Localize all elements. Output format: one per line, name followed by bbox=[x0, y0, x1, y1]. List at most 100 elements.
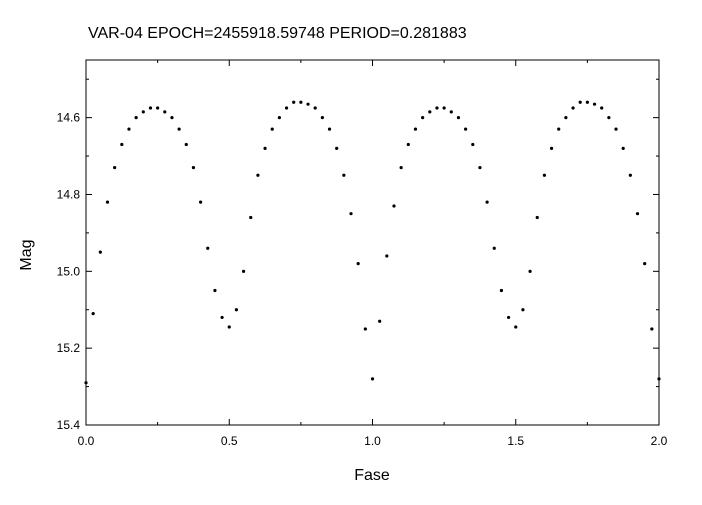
data-point bbox=[170, 116, 174, 120]
data-point bbox=[191, 165, 196, 170]
data-point bbox=[277, 116, 281, 120]
data-point bbox=[234, 308, 239, 312]
data-point bbox=[141, 110, 145, 114]
data-point bbox=[220, 315, 224, 320]
data-point bbox=[592, 102, 597, 106]
data-point bbox=[213, 288, 217, 293]
data-point bbox=[456, 116, 461, 120]
data-point bbox=[270, 127, 274, 131]
data-point bbox=[163, 110, 167, 114]
x-axis-label: Fase bbox=[354, 467, 390, 484]
x-tick-label: 2.0 bbox=[651, 434, 668, 448]
y-axis-ticks: 14.6 14.8 15.0 15.2 15.4 bbox=[57, 78, 659, 432]
data-point bbox=[378, 319, 382, 323]
data-point bbox=[564, 116, 568, 120]
chart-title: VAR-04 EPOCH=2455918.59748 PERIOD=0.2818… bbox=[88, 25, 467, 42]
data-point bbox=[134, 116, 138, 120]
data-point bbox=[442, 106, 446, 110]
data-point bbox=[98, 250, 102, 254]
y-tick-label: 14.8 bbox=[57, 187, 81, 201]
y-tick-label: 14.6 bbox=[57, 111, 81, 125]
data-point bbox=[492, 246, 496, 250]
data-point bbox=[199, 200, 203, 204]
x-tick-label: 0.5 bbox=[221, 434, 238, 448]
data-point bbox=[327, 127, 332, 131]
data-point bbox=[363, 327, 367, 331]
data-point bbox=[249, 215, 253, 220]
data-point bbox=[206, 246, 210, 250]
x-tick-label: 0.0 bbox=[78, 434, 95, 448]
data-point bbox=[91, 311, 95, 316]
data-point bbox=[485, 200, 489, 204]
data-point bbox=[435, 106, 439, 110]
data-point bbox=[571, 106, 575, 110]
data-point bbox=[335, 146, 339, 150]
x-tick-label: 1.0 bbox=[364, 434, 381, 448]
data-point bbox=[657, 377, 661, 381]
data-point bbox=[514, 325, 518, 329]
data-point bbox=[549, 146, 554, 150]
data-point bbox=[421, 116, 425, 120]
data-point bbox=[428, 110, 432, 114]
data-point bbox=[521, 308, 525, 312]
data-point bbox=[542, 173, 547, 177]
data-point bbox=[499, 288, 504, 293]
data-point bbox=[241, 269, 246, 273]
data-point bbox=[614, 127, 618, 131]
data-point bbox=[370, 377, 375, 381]
data-point bbox=[528, 269, 532, 273]
data-point bbox=[256, 173, 260, 177]
data-point bbox=[506, 315, 511, 320]
data-point bbox=[263, 146, 267, 150]
plot-area bbox=[85, 59, 660, 426]
y-tick-label: 15.0 bbox=[57, 264, 81, 278]
data-point bbox=[313, 106, 317, 110]
data-point bbox=[600, 106, 604, 110]
data-point bbox=[227, 325, 231, 329]
y-axis-label: Mag bbox=[18, 239, 35, 270]
data-point bbox=[320, 116, 324, 120]
data-point bbox=[478, 165, 482, 170]
y-tick-label: 15.2 bbox=[57, 341, 81, 355]
data-point bbox=[385, 254, 389, 258]
data-point bbox=[306, 102, 310, 106]
data-points bbox=[84, 100, 661, 385]
data-point bbox=[535, 215, 539, 220]
data-point bbox=[406, 142, 410, 147]
data-point bbox=[177, 127, 181, 131]
data-point bbox=[184, 142, 188, 147]
data-point bbox=[292, 100, 296, 104]
data-point bbox=[113, 165, 117, 170]
data-point bbox=[105, 200, 110, 204]
data-point bbox=[342, 173, 346, 177]
data-point bbox=[557, 127, 561, 131]
data-point bbox=[127, 127, 131, 131]
x-tick-label: 1.5 bbox=[507, 434, 524, 448]
data-point bbox=[607, 116, 611, 120]
data-point bbox=[471, 142, 475, 147]
data-point bbox=[621, 146, 625, 150]
data-point bbox=[120, 142, 124, 147]
data-point bbox=[413, 127, 418, 131]
data-point bbox=[643, 262, 647, 266]
plot-frame bbox=[85, 59, 660, 426]
data-point bbox=[299, 100, 303, 104]
data-point bbox=[356, 262, 360, 266]
data-point bbox=[399, 165, 403, 170]
y-tick-label: 15.4 bbox=[57, 418, 81, 432]
data-point bbox=[650, 327, 654, 331]
data-point bbox=[635, 212, 640, 216]
data-point bbox=[156, 106, 160, 110]
data-point bbox=[392, 204, 396, 208]
data-point bbox=[148, 106, 153, 110]
data-point bbox=[284, 106, 289, 110]
data-point bbox=[628, 173, 632, 177]
data-point bbox=[84, 381, 88, 385]
data-point bbox=[585, 100, 589, 104]
data-point bbox=[578, 100, 582, 104]
x-axis-ticks: 0.0 0.5 1.0 1.5 2.0 bbox=[78, 60, 668, 448]
data-point bbox=[449, 110, 453, 114]
data-point bbox=[464, 127, 468, 131]
data-point bbox=[349, 212, 353, 216]
